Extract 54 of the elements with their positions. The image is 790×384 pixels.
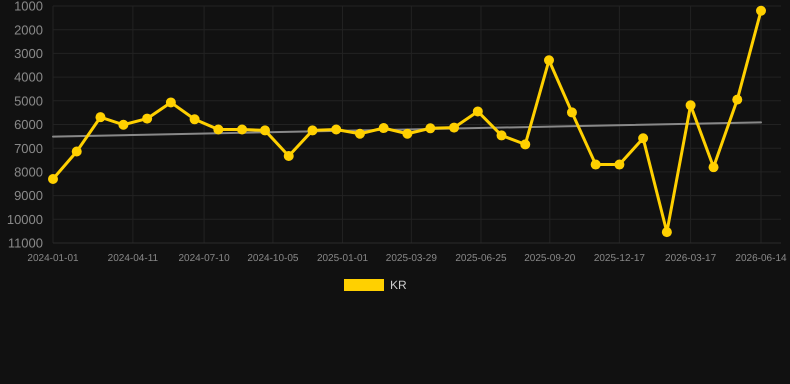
y-tick-label: 2000 <box>14 22 43 38</box>
point <box>213 124 224 134</box>
x-tick-label: 2025-12-17 <box>594 253 646 264</box>
point <box>708 162 719 172</box>
point <box>756 6 766 16</box>
legend-label: KR <box>390 278 408 292</box>
point <box>331 124 342 134</box>
y-tick-label: 6000 <box>14 117 43 132</box>
x-tick-label: 2025-01-01 <box>316 253 369 264</box>
x-tick-label: 2024-01-01 <box>27 253 80 264</box>
point <box>354 128 365 139</box>
point <box>237 124 248 134</box>
y-tick-label: 3000 <box>14 46 43 61</box>
y-tick-label: 1000 <box>14 0 43 14</box>
point <box>614 160 624 170</box>
x-tick-label: 2025-06-25 <box>455 253 507 264</box>
point <box>190 114 200 124</box>
point <box>425 123 436 134</box>
point <box>544 55 554 66</box>
point <box>48 174 58 184</box>
point <box>732 94 742 105</box>
point <box>520 139 530 150</box>
x-tick-label: 2025-03-29 <box>386 253 438 264</box>
y-tick-label: 5000 <box>14 93 43 108</box>
x-tick-label: 2026-03-17 <box>665 253 717 264</box>
y-tick-label: 10000 <box>6 212 43 227</box>
point <box>118 120 128 130</box>
point <box>95 112 106 122</box>
y-tick-label: 11000 <box>8 236 43 251</box>
point <box>662 227 672 238</box>
x-tick-label: 2024-10-05 <box>247 253 299 264</box>
point <box>638 133 648 144</box>
point <box>72 146 82 157</box>
point <box>378 123 389 134</box>
point <box>260 125 270 136</box>
point <box>402 128 412 139</box>
point <box>284 151 294 162</box>
point <box>566 107 577 118</box>
point <box>307 125 318 136</box>
point <box>496 130 507 140</box>
point <box>590 160 601 170</box>
x-tick-label: 2024-04-11 <box>108 253 159 264</box>
x-tick-label: 2024-07-10 <box>178 253 230 264</box>
y-tick-label: 8000 <box>14 164 43 180</box>
y-tick-label: 9000 <box>14 188 43 204</box>
y-tick-label: 4000 <box>14 70 43 85</box>
point <box>686 100 696 110</box>
x-tick-label: 2025-09-20 <box>524 253 576 264</box>
point <box>449 122 460 133</box>
point <box>166 97 176 108</box>
point <box>142 114 152 124</box>
y-tick-label: 7000 <box>14 140 43 156</box>
point <box>472 106 483 116</box>
x-tick-label: 2026-06-14 <box>735 253 788 264</box>
